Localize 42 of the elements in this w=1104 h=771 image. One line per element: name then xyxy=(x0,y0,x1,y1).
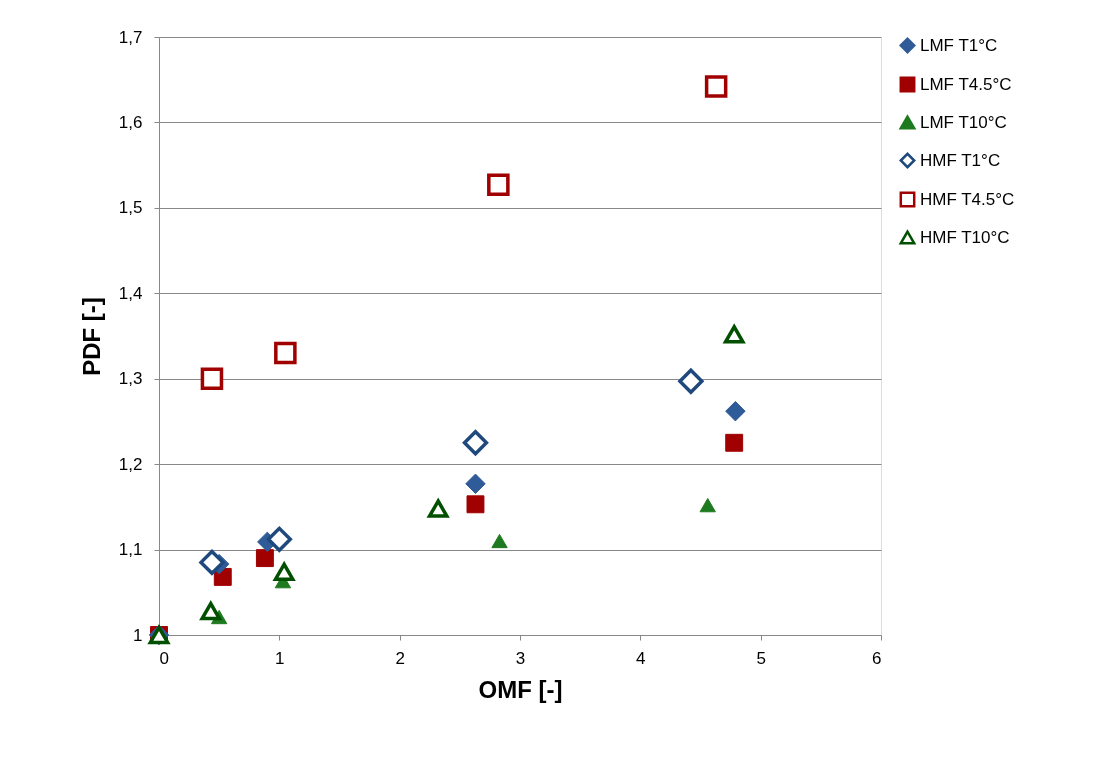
point xyxy=(465,473,486,494)
point xyxy=(487,173,510,197)
y-tick-label: 1,3 xyxy=(118,369,143,389)
point xyxy=(699,498,716,513)
point xyxy=(200,367,224,390)
point xyxy=(723,325,745,344)
x-axis-title: OMF [-] xyxy=(478,675,563,703)
point xyxy=(272,560,296,581)
point xyxy=(199,549,225,576)
point xyxy=(725,433,744,452)
point xyxy=(725,400,746,422)
legend-label: HMF T4.5°C xyxy=(920,189,1015,209)
y-tick-label: 1,6 xyxy=(118,112,143,132)
point xyxy=(274,341,297,365)
y-tick-label: 1,2 xyxy=(118,454,143,474)
x-tick-label: 0 xyxy=(159,648,169,668)
point xyxy=(466,495,485,514)
point xyxy=(200,601,222,621)
legend-label: LMF T10°C xyxy=(920,112,1007,132)
x-tick-label: 1 xyxy=(275,648,285,668)
point xyxy=(704,75,728,98)
x-tick-label: 5 xyxy=(756,648,766,668)
legend-label: LMF T1°C xyxy=(920,35,998,55)
y-tick-label: 1,4 xyxy=(118,283,143,303)
x-tick-label: 6 xyxy=(872,648,882,668)
y-tick-label: 1,5 xyxy=(118,198,143,218)
y-tick-label: 1 xyxy=(133,625,143,645)
point xyxy=(462,430,489,456)
point xyxy=(255,549,274,568)
x-tick-label: 3 xyxy=(515,648,526,668)
point xyxy=(427,499,449,518)
y-tick-label: 1,7 xyxy=(118,27,143,47)
x-tick-label: 2 xyxy=(395,648,405,668)
legend-label: LMF T4.5°C xyxy=(920,74,1012,94)
y-tick-label: 1,1 xyxy=(118,540,143,560)
x-tick-label: 4 xyxy=(636,648,646,668)
legend-label: HMF T1°C xyxy=(920,150,1001,170)
legend-label: HMF T10°C xyxy=(920,227,1010,247)
y-axis-title: PDF [-] xyxy=(77,297,105,376)
point xyxy=(678,368,704,394)
point xyxy=(266,526,293,553)
point xyxy=(491,533,508,549)
